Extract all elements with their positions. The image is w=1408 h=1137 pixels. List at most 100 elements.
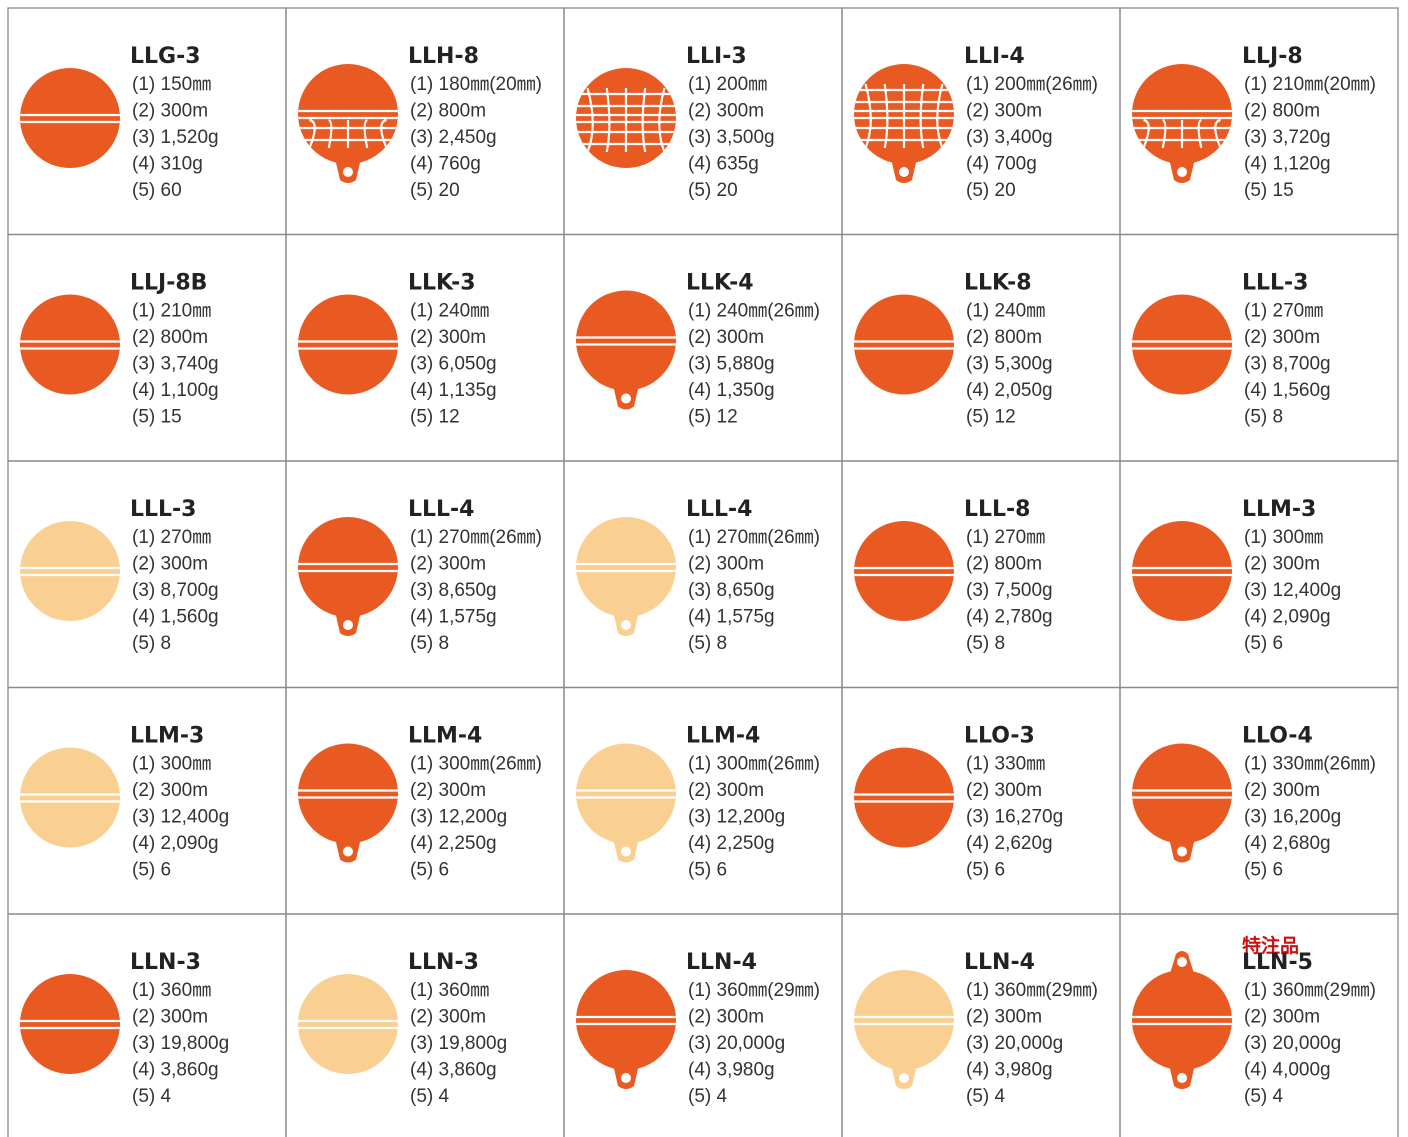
loop-hole bbox=[899, 1073, 909, 1083]
spec-line: (3) 12,200g bbox=[410, 807, 507, 828]
catalog-sheet: LLG-3(1) 150㎜(2) 300m(3) 1,520g(4) 310g(… bbox=[0, 0, 1408, 1137]
spec-line: (4) 310g bbox=[132, 154, 203, 175]
spec-line: (2) 300m bbox=[1244, 1007, 1320, 1028]
spec-line: (2) 300m bbox=[132, 101, 208, 122]
spec-line: (5) 20 bbox=[410, 180, 460, 201]
spec-line: (4) 760g bbox=[410, 154, 481, 175]
spec-line: (4) 700g bbox=[966, 154, 1037, 175]
spec-line: (2) 300m bbox=[688, 1007, 764, 1028]
spec-line: (4) 2,780g bbox=[966, 607, 1053, 628]
spec-line: (2) 300m bbox=[132, 554, 208, 575]
float-body bbox=[298, 974, 398, 1074]
float-body bbox=[298, 744, 398, 844]
spec-line: (1) 270㎜ bbox=[1244, 301, 1323, 322]
float-icon bbox=[20, 521, 120, 621]
spec-line: (2) 800m bbox=[132, 327, 208, 348]
float-icon bbox=[1132, 295, 1232, 395]
spec-line: (1) 210㎜ bbox=[132, 301, 211, 322]
spec-line: (5) 6 bbox=[410, 860, 449, 881]
spec-line: (1) 360㎜(29㎜) bbox=[966, 980, 1098, 1001]
product-code: LLO-3 bbox=[964, 724, 1035, 749]
float-icon bbox=[20, 974, 120, 1074]
spec-line: (4) 1,350g bbox=[688, 380, 775, 401]
spec-line: (4) 2,050g bbox=[966, 380, 1053, 401]
float-icon bbox=[20, 295, 120, 395]
spec-line: (3) 3,740g bbox=[132, 354, 219, 375]
spec-line: (4) 1,575g bbox=[410, 607, 497, 628]
spec-line: (3) 3,720g bbox=[1244, 127, 1331, 148]
product-code: LLN-3 bbox=[408, 950, 479, 975]
product-code: LLH-8 bbox=[408, 44, 479, 69]
spec-line: (1) 330㎜ bbox=[966, 754, 1045, 775]
spec-line: (1) 330㎜(26㎜) bbox=[1244, 754, 1376, 775]
spec-line: (3) 19,800g bbox=[132, 1033, 229, 1054]
spec-line: (2) 800m bbox=[966, 327, 1042, 348]
spec-line: (5) 15 bbox=[132, 407, 182, 428]
float-icon bbox=[298, 974, 398, 1074]
product-code: LLO-4 bbox=[1242, 724, 1313, 749]
spec-line: (1) 240㎜ bbox=[966, 301, 1045, 322]
float-body bbox=[576, 744, 676, 844]
float-body bbox=[298, 517, 398, 617]
spec-line: (4) 2,250g bbox=[688, 833, 775, 854]
float-body bbox=[576, 970, 676, 1070]
spec-line: (3) 6,050g bbox=[410, 354, 497, 375]
loop-hole bbox=[1177, 167, 1187, 177]
product-code: LLM-3 bbox=[130, 724, 204, 749]
float-body bbox=[298, 64, 398, 164]
spec-line: (4) 3,980g bbox=[966, 1060, 1053, 1081]
float-icon bbox=[20, 68, 120, 168]
loop-hole bbox=[343, 167, 353, 177]
loop-hole bbox=[621, 847, 631, 857]
float-icon bbox=[854, 521, 954, 621]
spec-line: (1) 270㎜(26㎜) bbox=[688, 527, 820, 548]
spec-line: (5) 12 bbox=[688, 407, 738, 428]
spec-line: (1) 150㎜ bbox=[132, 74, 211, 95]
spec-line: (5) 4 bbox=[132, 1086, 172, 1107]
product-code: LLN-5 bbox=[1242, 950, 1313, 975]
spec-line: (4) 635g bbox=[688, 154, 759, 175]
loop-hole bbox=[1177, 847, 1187, 857]
loop-hole bbox=[899, 167, 909, 177]
spec-line: (5) 8 bbox=[410, 633, 449, 654]
spec-line: (1) 300㎜ bbox=[1244, 527, 1323, 548]
spec-line: (2) 300m bbox=[1244, 327, 1320, 348]
spec-line: (5) 6 bbox=[688, 860, 727, 881]
spec-line: (5) 6 bbox=[1244, 860, 1283, 881]
product-code: LLK-4 bbox=[686, 271, 754, 296]
spec-line: (5) 60 bbox=[132, 180, 182, 201]
float-icon bbox=[298, 295, 398, 395]
page: LLG-3(1) 150㎜(2) 300m(3) 1,520g(4) 310g(… bbox=[0, 0, 1408, 1137]
spec-line: (3) 20,000g bbox=[966, 1033, 1063, 1054]
float-body bbox=[854, 521, 954, 621]
float-icon bbox=[20, 748, 120, 848]
spec-line: (5) 20 bbox=[966, 180, 1016, 201]
spec-line: (5) 20 bbox=[688, 180, 738, 201]
float-body bbox=[854, 970, 954, 1070]
spec-line: (3) 1,520g bbox=[132, 127, 219, 148]
spec-line: (4) 1,575g bbox=[688, 607, 775, 628]
spec-line: (2) 300m bbox=[966, 101, 1042, 122]
spec-line: (2) 300m bbox=[1244, 780, 1320, 801]
spec-line: (2) 800m bbox=[966, 554, 1042, 575]
spec-line: (5) 8 bbox=[132, 633, 171, 654]
float-body bbox=[576, 517, 676, 617]
spec-line: (2) 800m bbox=[1244, 101, 1320, 122]
spec-line: (1) 300㎜ bbox=[132, 754, 211, 775]
spec-line: (2) 300m bbox=[132, 780, 208, 801]
spec-line: (3) 5,300g bbox=[966, 354, 1053, 375]
spec-line: (3) 8,700g bbox=[132, 580, 219, 601]
float-body bbox=[298, 295, 398, 395]
product-code: LLN-4 bbox=[964, 950, 1035, 975]
spec-line: (1) 240㎜(26㎜) bbox=[688, 301, 820, 322]
float-body bbox=[1132, 521, 1232, 621]
spec-line: (3) 3,400g bbox=[966, 127, 1053, 148]
spec-line: (3) 3,500g bbox=[688, 127, 775, 148]
spec-line: (4) 1,135g bbox=[410, 380, 497, 401]
spec-line: (5) 4 bbox=[410, 1086, 450, 1107]
loop-hole bbox=[621, 620, 631, 630]
spec-line: (2) 300m bbox=[410, 780, 486, 801]
product-code: LLJ-8 bbox=[1242, 44, 1303, 69]
spec-line: (5) 4 bbox=[1244, 1086, 1284, 1107]
product-code: LLJ-8B bbox=[130, 271, 207, 296]
